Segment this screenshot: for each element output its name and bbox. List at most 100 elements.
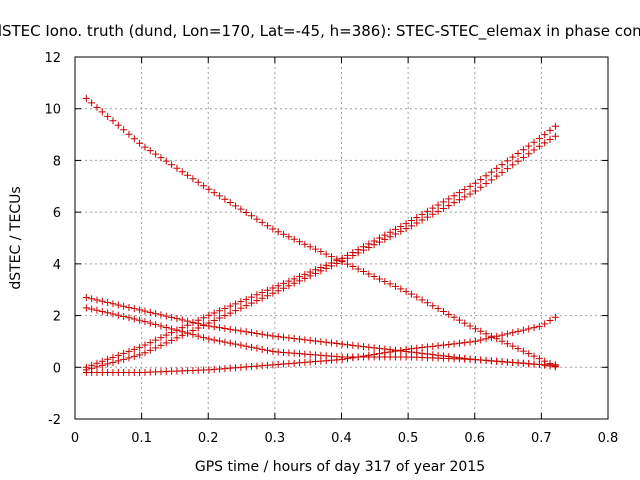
data-point [269,225,277,233]
data-point [168,313,176,321]
data-point [343,341,351,349]
data-point [274,228,282,236]
data-point [386,280,394,288]
data-point [546,126,554,134]
data-point [503,157,511,165]
y-tick-label: 0 [53,361,61,376]
data-point [402,220,410,228]
data-point [200,182,208,190]
y-tick-label: 8 [53,154,61,169]
data-point [205,185,213,193]
data-point [269,347,277,355]
data-point [98,357,106,365]
data-point [503,330,511,338]
data-point [466,338,474,346]
data-point [226,325,234,333]
data-point [226,199,234,207]
x-tick-label: 0.5 [398,431,419,446]
data-point [461,319,469,327]
data-point [104,355,112,363]
data-point [503,165,511,173]
data-point [269,332,277,340]
data-point [525,150,533,158]
data-point [253,215,261,223]
data-point [210,189,218,197]
data-point [535,142,543,150]
data-point [429,204,437,212]
data-point [333,339,341,347]
data-point [141,143,149,151]
data-point [109,117,117,125]
data-point [477,336,485,344]
data-point [290,235,298,243]
data-point [519,326,527,334]
data-point [258,345,266,353]
data-point [391,225,399,233]
data-point [280,230,288,238]
data-point [525,350,533,358]
data-point [104,298,112,306]
data-point [173,334,181,342]
data-point [525,325,533,333]
data-point [407,345,415,353]
data-point [359,343,367,351]
data-point [136,316,144,324]
data-point [397,222,405,230]
data-point [253,297,261,305]
data-point [104,112,112,120]
data-point [88,99,96,107]
data-point [253,344,261,352]
data-point [125,314,133,322]
data-point [109,300,117,308]
data-point [546,317,554,325]
data-point [301,336,309,344]
data-point [146,319,154,327]
data-point [354,342,362,350]
data-point [120,355,128,363]
data-point [402,345,410,353]
data-point [152,150,160,158]
data-point [375,234,383,242]
data-point [509,342,517,350]
y-tick-label: 10 [44,103,61,118]
data-point [232,307,240,315]
data-point [439,307,447,315]
data-point [477,327,485,335]
data-point [82,94,90,102]
data-point [535,322,543,330]
data-point [429,302,437,310]
data-point [242,295,250,303]
data-point [381,231,389,239]
data-point [152,344,160,352]
data-point [200,314,208,322]
data-point [130,352,138,360]
data-point [338,355,346,363]
data-point [413,213,421,221]
data-point [333,257,341,265]
data-point [237,327,245,335]
data-point [375,275,383,283]
data-point [258,218,266,226]
data-point [423,299,431,307]
data-point [216,337,224,345]
data-point [423,213,431,221]
data-point [354,265,362,273]
data-point [450,313,458,321]
data-point [519,153,527,161]
data-point [445,310,453,318]
data-point [519,347,527,355]
data-point [317,338,325,346]
x-tick-label: 0.2 [198,431,219,446]
data-point [509,153,517,161]
data-point [184,317,192,325]
data-point [450,199,458,207]
data-point [455,196,463,204]
data-marks [82,94,559,376]
data-point [237,304,245,312]
data-point [328,253,336,261]
y-tick-label: 4 [53,258,61,273]
data-point [125,303,133,311]
data-point [216,324,224,332]
x-tick-label: 0.1 [131,431,152,446]
x-tick-label: 0.8 [598,431,619,446]
